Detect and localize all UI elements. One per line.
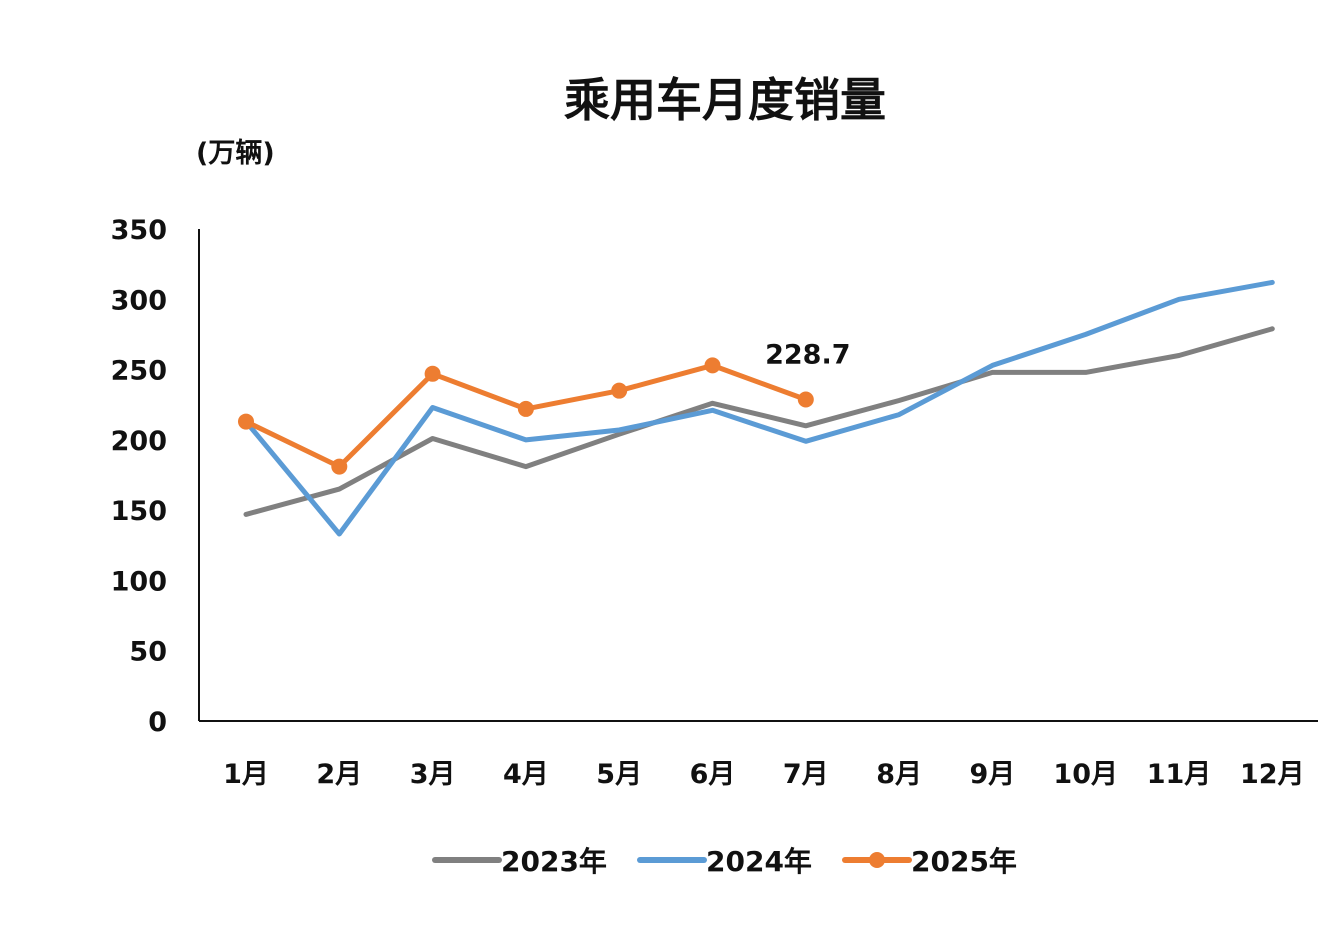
y-tick-label: 0 (148, 707, 167, 738)
data-labels: 228.7 (765, 340, 850, 371)
series-1 (243, 326, 1275, 517)
y-axis-ticks: 0 50 100 150 200 250 300 350 (111, 215, 167, 738)
y-axis-unit-label: (万辆) (196, 138, 275, 169)
legend-item: 2025年 (842, 845, 1017, 878)
y-tick-label: 100 (111, 566, 167, 597)
chart-title: 乘用车月度销量 (564, 73, 886, 127)
x-tick-label: 12月 (1240, 759, 1305, 790)
series-layer (238, 279, 1275, 537)
x-tick-label: 6月 (690, 759, 736, 790)
data-label: 228.7 (765, 340, 850, 371)
x-tick-label: 11月 (1147, 759, 1212, 790)
legend: 2023年 2024年 2025年 (432, 845, 1017, 878)
x-tick-label: 1月 (223, 759, 269, 790)
legend-label: 2023年 (501, 845, 607, 878)
x-axis-ticks: 1月 2月 3月 4月 5月 6月 7月 8月 9月 10月 11月 12月 (223, 759, 1304, 790)
y-tick-label: 250 (111, 356, 167, 387)
x-tick-label: 5月 (596, 759, 642, 790)
data-point (331, 458, 348, 475)
data-point (797, 391, 814, 408)
series-line (243, 279, 1275, 537)
y-tick-label: 350 (111, 215, 167, 246)
series-2 (243, 279, 1275, 537)
x-tick-label: 2月 (316, 759, 362, 790)
y-tick-label: 150 (111, 496, 167, 527)
series-line (243, 326, 1275, 517)
y-tick-label: 50 (129, 637, 167, 668)
x-tick-label: 8月 (876, 759, 922, 790)
x-tick-label: 3月 (410, 759, 456, 790)
data-point (704, 357, 721, 374)
data-point (424, 365, 441, 382)
y-tick-label: 300 (111, 285, 167, 316)
x-tick-label: 9月 (970, 759, 1016, 790)
data-point (238, 413, 254, 430)
data-point (611, 382, 628, 399)
legend-item: 2024年 (637, 845, 812, 878)
legend-item: 2023年 (432, 845, 607, 878)
y-tick-label: 200 (111, 426, 167, 457)
legend-label: 2024年 (706, 845, 812, 878)
x-tick-label: 4月 (503, 759, 549, 790)
series-3 (238, 357, 814, 475)
x-tick-label: 10月 (1053, 759, 1118, 790)
data-point (517, 400, 534, 417)
x-tick-label: 7月 (783, 759, 829, 790)
legend-marker (869, 852, 885, 868)
legend-label: 2025年 (911, 845, 1017, 878)
